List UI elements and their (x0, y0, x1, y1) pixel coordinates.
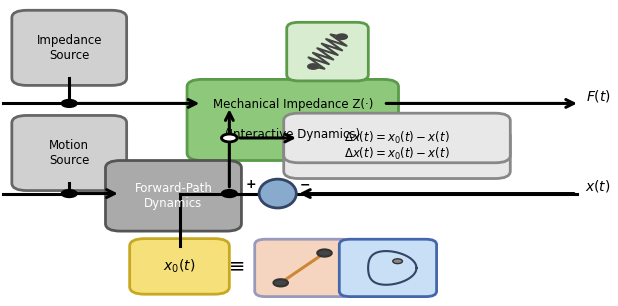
Circle shape (61, 99, 77, 107)
Circle shape (317, 249, 332, 257)
FancyBboxPatch shape (339, 239, 436, 297)
Text: +: + (245, 178, 256, 192)
FancyBboxPatch shape (187, 79, 399, 161)
Text: Mechanical Impedance Z(·)

(Interactive Dynamics): Mechanical Impedance Z(·) (Interactive D… (213, 99, 373, 141)
Text: Forward-Path
Dynamics: Forward-Path Dynamics (135, 182, 213, 210)
Circle shape (221, 134, 237, 142)
Text: $F(t)$: $F(t)$ (586, 88, 611, 104)
Text: $\Delta x(t) = x_0(t) - x(t)$: $\Delta x(t) = x_0(t) - x(t)$ (344, 130, 450, 146)
FancyBboxPatch shape (287, 22, 368, 81)
Circle shape (61, 190, 77, 197)
Text: Impedance
Source: Impedance Source (36, 34, 102, 62)
Text: $\equiv$: $\equiv$ (226, 257, 245, 276)
Text: −: − (300, 178, 310, 192)
FancyBboxPatch shape (284, 129, 510, 178)
FancyBboxPatch shape (284, 113, 510, 163)
Circle shape (393, 259, 402, 263)
FancyBboxPatch shape (130, 239, 229, 294)
Circle shape (308, 64, 319, 69)
Text: $x(t)$: $x(t)$ (585, 178, 610, 194)
Circle shape (273, 279, 288, 286)
Circle shape (221, 190, 237, 197)
FancyBboxPatch shape (12, 115, 127, 191)
Ellipse shape (259, 179, 296, 208)
Text: $\Delta x(t) = x_0(t) - x(t)$: $\Delta x(t) = x_0(t) - x(t)$ (344, 146, 450, 162)
FancyBboxPatch shape (255, 239, 352, 297)
Text: Motion
Source: Motion Source (49, 139, 90, 167)
FancyBboxPatch shape (12, 10, 127, 85)
Text: $x_0(t)$: $x_0(t)$ (163, 258, 196, 275)
Circle shape (336, 34, 347, 39)
FancyBboxPatch shape (106, 161, 242, 231)
